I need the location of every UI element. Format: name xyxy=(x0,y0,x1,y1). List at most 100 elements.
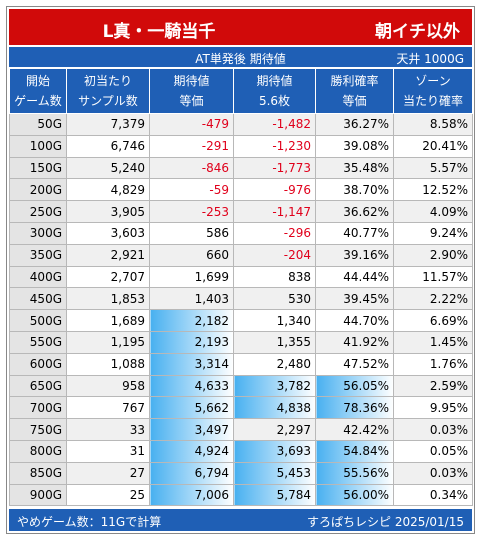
table-cell: 36.27% xyxy=(315,113,394,136)
cell-text: 36.62% xyxy=(343,204,389,219)
footer: やめゲーム数：11Gで計算 すろぱちレシピ 2025/01/15 xyxy=(9,509,472,531)
cell-text: 2,297 xyxy=(276,422,311,437)
cell-text: 1,853 xyxy=(110,291,145,306)
header-line: 期待値 xyxy=(256,74,293,88)
table-cell: 900G xyxy=(9,483,67,507)
table-cell: 1,853 xyxy=(66,287,150,311)
cell-text: 55.56% xyxy=(343,466,389,481)
cell-text: -1,147 xyxy=(272,204,311,219)
cell-text: 838 xyxy=(288,269,311,284)
cell-text: 958 xyxy=(122,378,145,393)
table-cell: 7,379 xyxy=(66,113,150,136)
cell-text: 35.48% xyxy=(343,160,389,175)
table-cell: 1,340 xyxy=(233,309,316,332)
table-row: 650G 958 4,633 3,782 56.05% 2.59% xyxy=(9,374,473,398)
table-cell: 5,453 xyxy=(233,461,316,485)
table-cell: 56.00% xyxy=(315,483,394,507)
cell-text: 39.45% xyxy=(343,291,389,306)
table-cell: 38.70% xyxy=(315,178,394,202)
table-cell: -1,482 xyxy=(233,113,316,136)
cell-text: 25 xyxy=(129,487,145,502)
cell-text: 0.03% xyxy=(429,422,468,437)
table-cell: 7,006 xyxy=(149,483,234,507)
cell-text: 660 xyxy=(206,248,229,263)
table-cell: 1,355 xyxy=(233,330,316,354)
cell-text: -1,773 xyxy=(272,160,311,175)
table-cell: 5,662 xyxy=(149,396,234,420)
cell-text: 6,794 xyxy=(194,466,229,481)
cell-text: 9.95% xyxy=(429,400,468,415)
table-cell: 44.44% xyxy=(315,265,394,289)
cell-text: 2,921 xyxy=(110,248,145,263)
table-cell: 12.52% xyxy=(393,178,473,202)
cell-text: -1,482 xyxy=(272,117,311,132)
cell-text: 38.70% xyxy=(343,182,389,197)
table-cell: 6,794 xyxy=(149,461,234,485)
cell-text: 767 xyxy=(122,400,145,415)
header-cell: 勝利確率 等価 xyxy=(315,68,394,114)
table-cell: 4,633 xyxy=(149,374,234,398)
header-line: ゾーン xyxy=(415,74,451,88)
footer-left: やめゲーム数：11Gで計算 xyxy=(17,515,162,529)
cell-text: -1,230 xyxy=(272,139,311,154)
header-line: 等価 xyxy=(342,94,367,108)
table-row: 550G 1,195 2,193 1,355 41.92% 1.45% xyxy=(9,330,473,354)
table-cell: 550G xyxy=(9,330,67,354)
cell-text: 2,480 xyxy=(276,357,311,372)
cell-text: 5.57% xyxy=(429,160,468,175)
table-cell: 750G xyxy=(9,418,67,441)
header-line: サンプル数 xyxy=(78,94,138,108)
table-cell: 0.03% xyxy=(393,418,473,441)
table-cell: 2,182 xyxy=(149,309,234,332)
table-cell: -1,147 xyxy=(233,200,316,223)
cell-text: -976 xyxy=(283,182,311,197)
table-row: 500G 1,689 2,182 1,340 44.70% 6.69% xyxy=(9,309,473,332)
cell-text: 4,633 xyxy=(194,378,229,393)
cell-text: 2.22% xyxy=(429,291,468,306)
table-cell: 44.70% xyxy=(315,309,394,332)
table-cell: -1,773 xyxy=(233,156,316,180)
cell-text: 4,924 xyxy=(194,444,229,459)
cell-text: 300G xyxy=(29,226,62,241)
cell-text: 1,355 xyxy=(276,335,311,350)
table-cell: 6.69% xyxy=(393,309,473,332)
cell-text: 47.52% xyxy=(343,357,389,372)
table-cell: 2.90% xyxy=(393,243,473,267)
table-cell: 586 xyxy=(149,221,234,245)
table-cell: 100G xyxy=(9,134,67,158)
table-row: 350G 2,921 660 -204 39.16% 2.90% xyxy=(9,243,473,267)
table-row: 200G 4,829 -59 -976 38.70% 12.52% xyxy=(9,178,473,202)
cell-text: 11.57% xyxy=(422,269,468,284)
cell-text: 100G xyxy=(29,139,62,154)
cell-text: 4,829 xyxy=(110,182,145,197)
table-cell: 500G xyxy=(9,309,67,332)
table-cell: 3,314 xyxy=(149,352,234,376)
table-row: 450G 1,853 1,403 530 39.45% 2.22% xyxy=(9,287,473,311)
table-cell: -291 xyxy=(149,134,234,158)
title: L真・一騎当千 xyxy=(102,22,216,42)
cell-text: 530 xyxy=(288,291,311,306)
cell-text: 3,693 xyxy=(276,444,311,459)
cell-text: 500G xyxy=(29,313,62,328)
table-cell: 300G xyxy=(9,221,67,245)
cell-text: 44.70% xyxy=(343,313,389,328)
table-cell: 27 xyxy=(66,461,150,485)
table-row: 400G 2,707 1,699 838 44.44% 11.57% xyxy=(9,265,473,289)
table-cell: 4,924 xyxy=(149,439,234,463)
cell-text: 3,497 xyxy=(194,422,229,437)
table-row: 100G 6,746 -291 -1,230 39.08% 20.41% xyxy=(9,134,473,158)
cell-text: 20.41% xyxy=(422,139,468,154)
table-cell: 850G xyxy=(9,461,67,485)
cell-text: 39.16% xyxy=(343,248,389,263)
header-line: 開始 xyxy=(25,74,50,88)
cell-text: 1.45% xyxy=(429,335,468,350)
cell-text: 4,838 xyxy=(276,400,311,415)
table-row: 50G 7,379 -479 -1,482 36.27% 8.58% xyxy=(9,113,473,136)
subheader: AT単発後 期待値 天井 1000G xyxy=(9,47,472,67)
table-cell: 530 xyxy=(233,287,316,311)
table-cell: 39.08% xyxy=(315,134,394,158)
table-cell: -479 xyxy=(149,113,234,136)
table-cell: 35.48% xyxy=(315,156,394,180)
cell-text: -59 xyxy=(209,182,229,197)
cell-text: 3,905 xyxy=(110,204,145,219)
